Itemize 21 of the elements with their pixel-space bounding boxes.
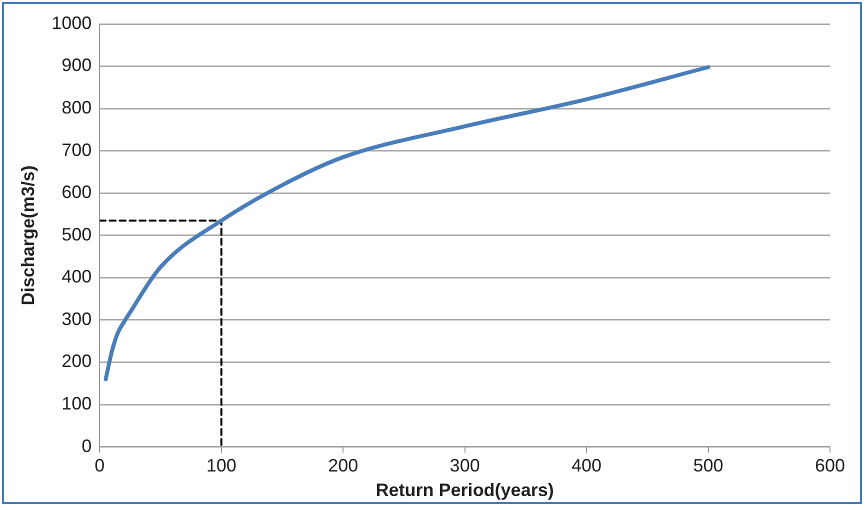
y-tick-label: 700 <box>62 140 92 160</box>
x-tick-label: 500 <box>693 456 724 476</box>
y-tick-label: 100 <box>62 393 92 414</box>
x-tick-label: 100 <box>206 456 236 476</box>
x-tick-label: 300 <box>450 456 480 476</box>
x-tick-label: 200 <box>328 456 358 476</box>
y-tick-label: 600 <box>62 182 92 202</box>
x-tick-label: 0 <box>94 456 105 476</box>
y-tick-label: 300 <box>62 308 92 329</box>
y-tick-label: 400 <box>62 266 92 287</box>
line-series <box>104 65 710 382</box>
y-tick-label: 0 <box>82 436 92 456</box>
y-axis-title: Discharge(m3/s) <box>18 165 38 306</box>
x-axis-title: Return Period(years) <box>376 480 554 500</box>
y-tick-label: 500 <box>62 224 92 244</box>
y-tick-label: 800 <box>62 98 92 118</box>
x-tick-label: 400 <box>572 456 602 476</box>
y-tick-label: 200 <box>62 351 92 372</box>
y-tick-label: 1000 <box>52 12 92 33</box>
y-tick-label: 900 <box>62 55 92 76</box>
x-tick-label: 600 <box>814 456 846 476</box>
